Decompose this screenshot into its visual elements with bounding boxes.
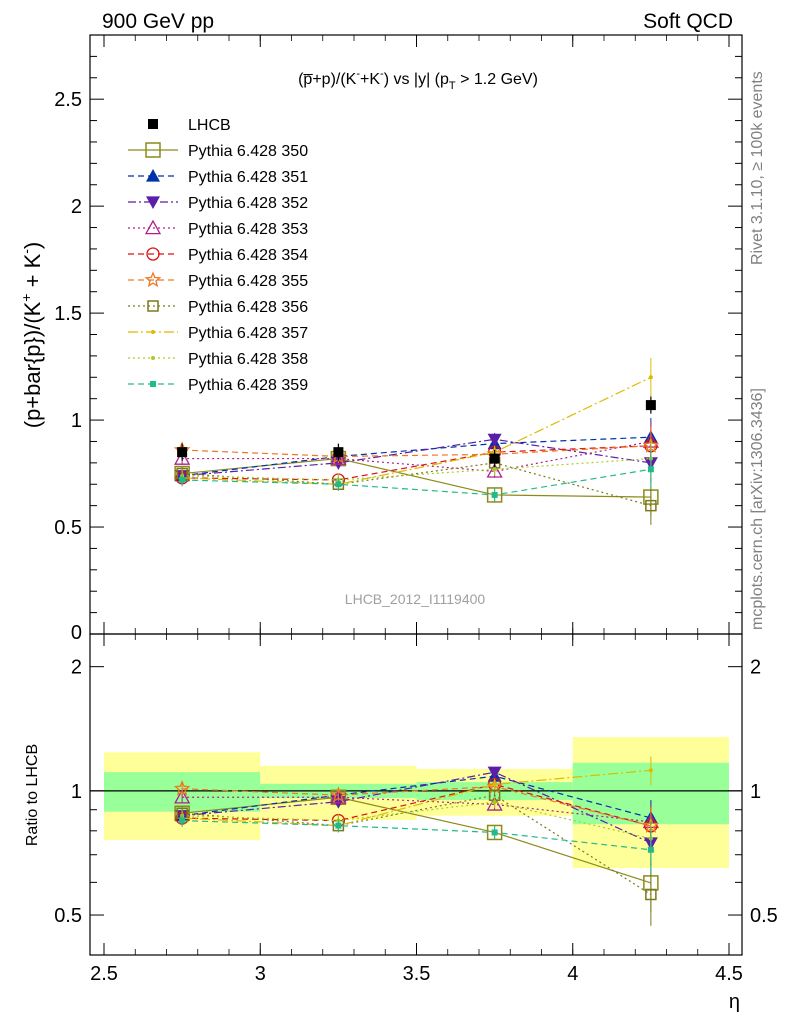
legend-marker-0 — [145, 142, 161, 158]
ratio-y-tick-label-right: 0.5 — [750, 905, 778, 927]
series-point — [491, 491, 498, 498]
y-tick-label-zero: 0 — [71, 622, 82, 644]
ratio-y-tick-label: 2 — [71, 657, 82, 679]
series-line-9 — [182, 468, 651, 496]
ratio-y-tick-label-right: 1 — [750, 781, 761, 803]
plot-title: (p̅+p)/(K-+K-) vs |y| (pT > 1.2 GeV) — [298, 68, 538, 92]
ratio-line-7 — [182, 769, 651, 827]
legend-label-0: Pythia 6.428 350 — [188, 143, 308, 160]
ratio-point — [492, 782, 497, 787]
ratio-point — [173, 779, 191, 796]
series-line-1 — [182, 436, 651, 477]
ratio-point — [645, 888, 657, 901]
legend-label-2: Pythia 6.428 352 — [188, 195, 308, 212]
legend-marker-4 — [146, 247, 160, 261]
legend-marker-5 — [144, 271, 162, 288]
header-right: Soft QCD — [643, 10, 733, 33]
series-line-8 — [182, 457, 651, 481]
legend-label-7: Pythia 6.428 357 — [188, 325, 308, 342]
legend-marker-1 — [146, 169, 160, 182]
ratio-y-tick-label: 1 — [71, 781, 82, 803]
y-axis-label: (p+bar{p})/(K+ + K-) — [18, 242, 45, 429]
ratio-line-9 — [182, 819, 651, 851]
y-tick-label: 2.5 — [54, 89, 82, 111]
rivet-version-label: Rivet 3.1.10, ≥ 100k events — [749, 71, 766, 265]
y-tick-label: 1 — [71, 410, 82, 432]
legend-label-3: Pythia 6.428 353 — [188, 221, 308, 238]
series-point — [647, 466, 654, 473]
legend-label-8: Pythia 6.428 358 — [188, 351, 308, 368]
ratio-point — [174, 788, 191, 804]
series-point — [492, 467, 497, 472]
ratio-y-tick-label: 0.5 — [54, 905, 82, 927]
legend-marker-7 — [151, 330, 155, 334]
x-tick-label: 2.5 — [90, 963, 118, 985]
ratio-line-1 — [182, 775, 652, 819]
series-point — [486, 463, 503, 478]
ratio-line-5 — [182, 785, 652, 827]
data-point — [333, 447, 344, 458]
legend-marker-2 — [146, 196, 160, 209]
series-point — [174, 450, 191, 465]
ratio-point — [492, 800, 497, 805]
legend-label-5: Pythia 6.428 355 — [188, 273, 308, 290]
ratio-line-2 — [182, 771, 652, 844]
ratio-point — [179, 817, 186, 824]
data-point — [645, 400, 656, 411]
ratio-y-axis-label: Ratio to LHCB — [24, 744, 41, 846]
ratio-point — [330, 786, 347, 803]
ratio-point — [335, 822, 342, 829]
legend-marker-6 — [147, 300, 159, 312]
legend-label-1: Pythia 6.428 351 — [188, 169, 308, 186]
legend-marker-data — [148, 119, 158, 129]
legend-label-6: Pythia 6.428 356 — [188, 299, 308, 316]
legend-marker-3 — [144, 219, 162, 235]
data-point — [489, 453, 500, 464]
ratio-y-tick-label-right: 2 — [750, 657, 761, 679]
series-point — [335, 481, 342, 488]
legend-label-4: Pythia 6.428 354 — [188, 247, 308, 264]
y-tick-label: 2 — [71, 196, 82, 218]
y-tick-label: 0.5 — [54, 517, 82, 539]
series-point — [487, 433, 502, 447]
series-point — [645, 499, 657, 512]
series-line-0 — [182, 457, 651, 498]
x-tick-label: 4.5 — [715, 963, 743, 985]
legend-marker-9 — [150, 381, 156, 387]
ratio-line-3 — [182, 796, 651, 823]
ratio-point — [491, 829, 498, 836]
x-tick-label: 3.5 — [403, 963, 431, 985]
legend-marker-8 — [151, 356, 155, 360]
ratio-line-0 — [182, 796, 652, 884]
header-left: 900 GeV pp — [102, 10, 214, 33]
analysis-id: LHCB_2012_I1119400 — [345, 591, 486, 607]
ratio-point — [487, 766, 502, 780]
x-tick-label: 3 — [255, 963, 266, 985]
series-line-2 — [182, 438, 651, 477]
legend-label-9: Pythia 6.428 359 — [188, 377, 308, 394]
series-line-7 — [182, 376, 652, 485]
ratio-point — [486, 796, 503, 811]
ratio-point — [647, 846, 654, 853]
series-line-4 — [182, 445, 651, 481]
x-tick-label: 4 — [567, 963, 578, 985]
data-point — [177, 447, 188, 458]
series-line-5 — [182, 445, 651, 458]
series-point — [648, 375, 653, 380]
ratio-point — [648, 768, 653, 773]
ratio-line-6 — [182, 794, 652, 895]
legend-label-data: LHCB — [188, 117, 231, 134]
series-point — [179, 476, 186, 483]
x-axis-label: η — [729, 991, 740, 1013]
y-tick-label: 1.5 — [54, 303, 82, 325]
mcplots-url-label: mcplots.cern.ch [arXiv:1306.3436] — [749, 388, 766, 630]
series-line-6 — [182, 462, 652, 507]
